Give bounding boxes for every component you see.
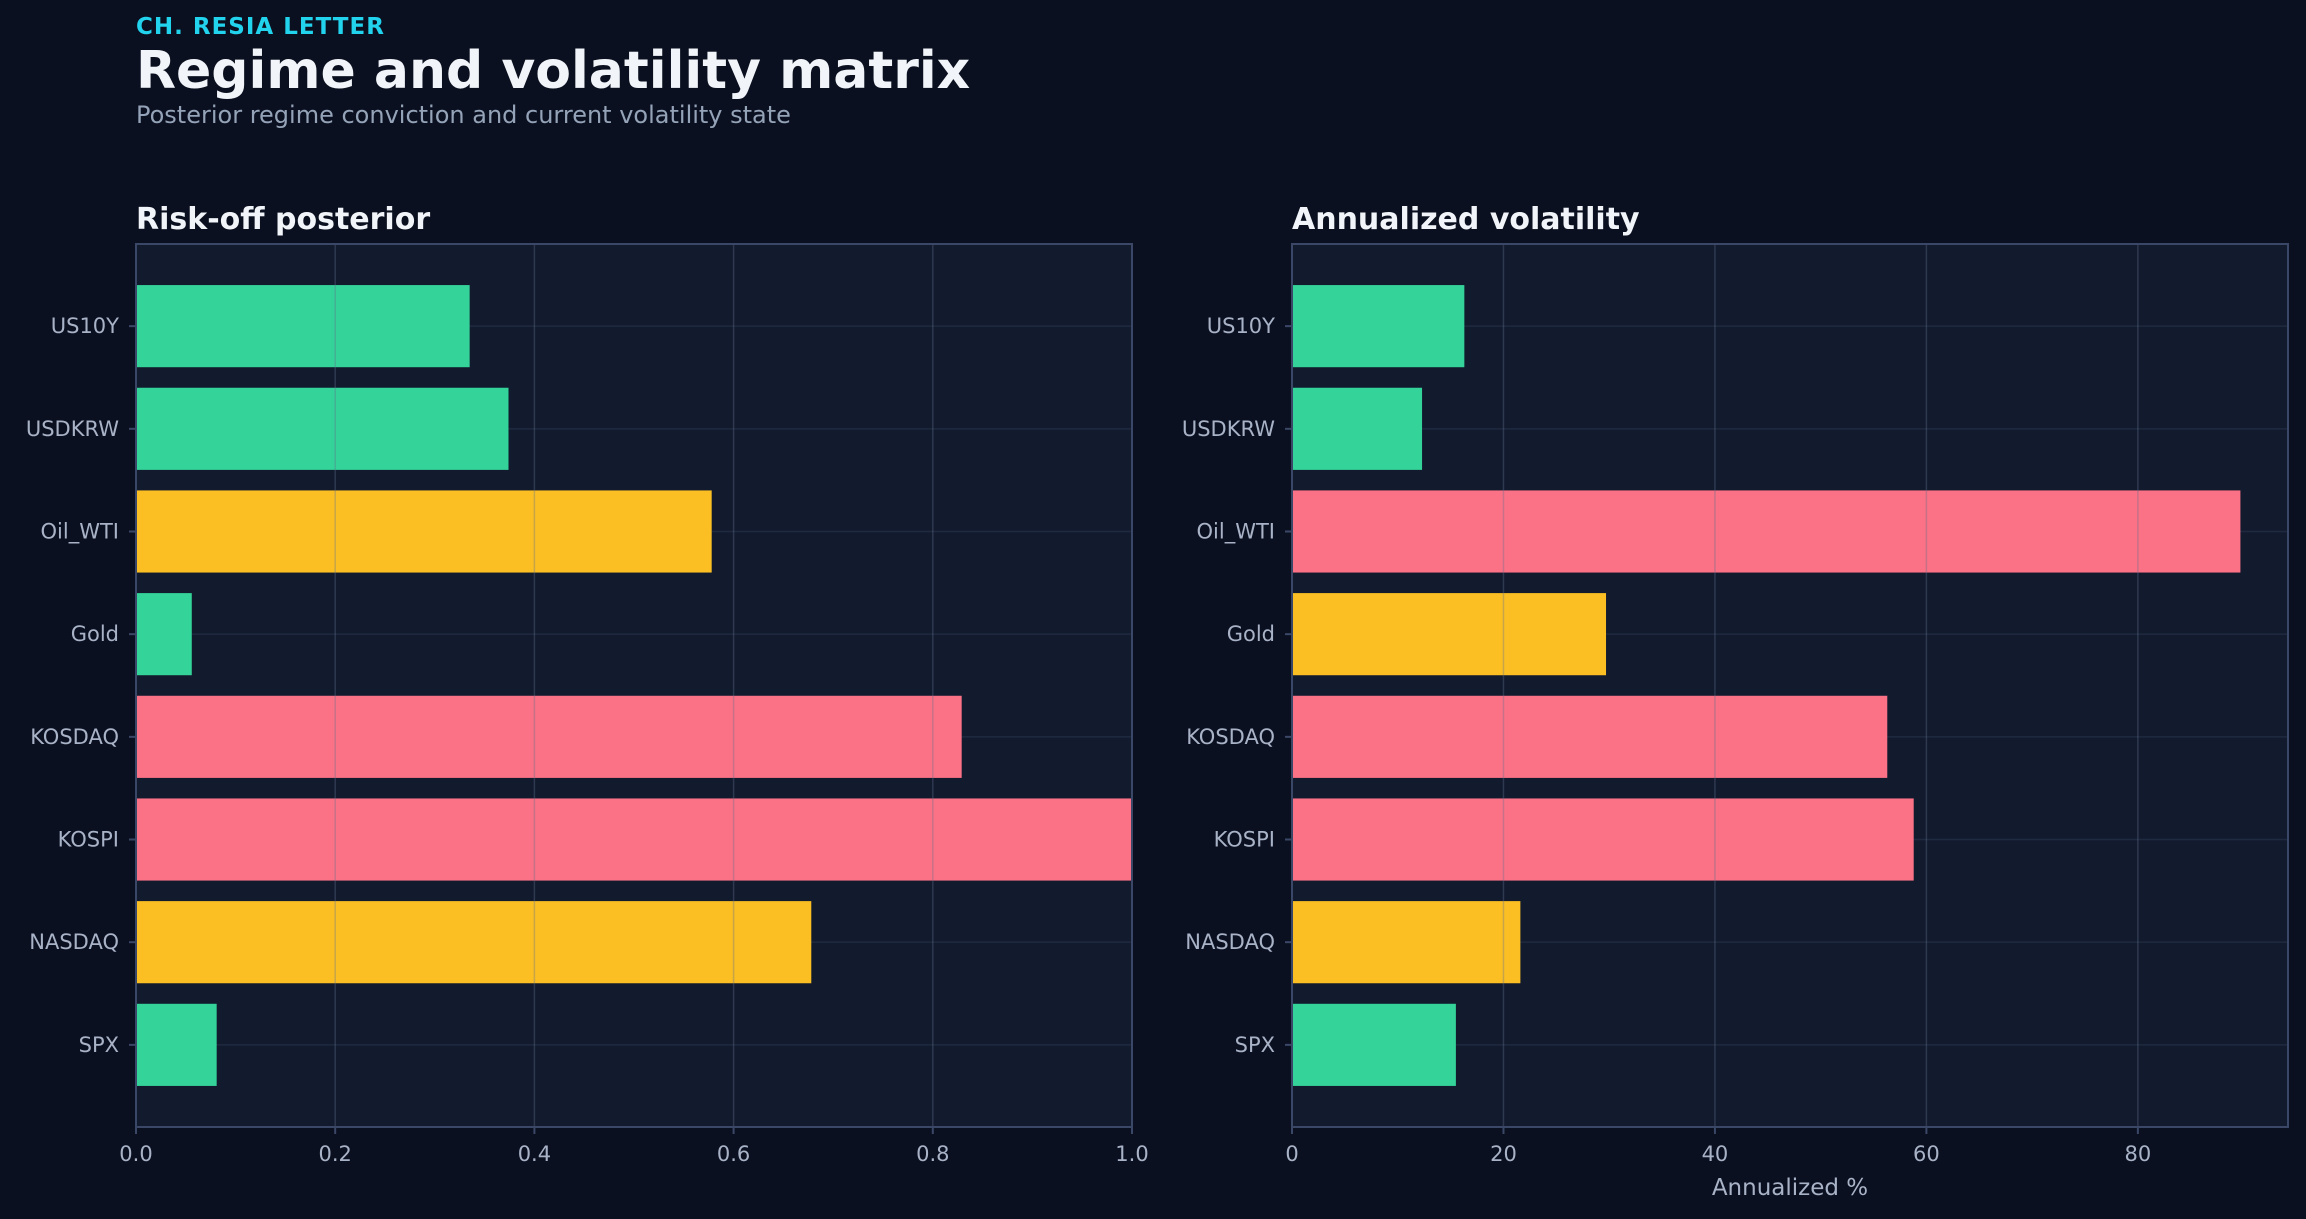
y-tick-label: Oil_WTI — [41, 519, 119, 544]
bar-kosdaq — [1292, 695, 1888, 778]
bar-oil-wti — [1292, 490, 2241, 573]
y-tick-label: NASDAQ — [29, 930, 119, 954]
volatility-chart-title: Annualized volatility — [1292, 202, 1640, 237]
y-tick-label: USDKRW — [1182, 417, 1275, 441]
x-tick-label: 0.2 — [318, 1142, 351, 1166]
y-tick-label: Gold — [1227, 622, 1275, 646]
bar-nasdaq — [1292, 901, 1521, 984]
x-tick-label: 0.4 — [518, 1142, 551, 1166]
y-tick-label: KOSDAQ — [30, 725, 119, 749]
plot-frame — [135, 243, 1133, 1128]
bar-gold — [1292, 593, 1607, 676]
bar-us10y — [136, 285, 470, 368]
x-tick-label: 0.0 — [119, 1142, 152, 1166]
y-tick-label: KOSPI — [1214, 828, 1275, 852]
y-tick-label: USDKRW — [26, 417, 119, 441]
report-eyebrow: CH. RESIA LETTER — [136, 14, 385, 40]
x-tick-label: 0.6 — [717, 1142, 750, 1166]
y-tick-label: SPX — [79, 1033, 119, 1057]
x-axis-title: Annualized % — [1712, 1175, 1868, 1201]
x-tick-label: 0.8 — [916, 1142, 949, 1166]
bar-usdkrw — [1292, 387, 1423, 470]
bar-kospi — [1292, 798, 1914, 881]
bar-oil-wti — [136, 490, 712, 573]
page-title: Regime and volatility matrix — [136, 41, 971, 101]
bar-usdkrw — [136, 387, 509, 470]
bar-spx — [136, 1003, 217, 1086]
x-tick-label: 60 — [1913, 1142, 1940, 1166]
risk-off-chart-title: Risk-off posterior — [136, 202, 431, 237]
x-tick-label: 0 — [1285, 1142, 1298, 1166]
x-tick-label: 80 — [2124, 1142, 2151, 1166]
bar-spx — [1292, 1003, 1456, 1086]
plot-area — [136, 244, 1132, 1127]
y-tick-label: KOSPI — [58, 828, 119, 852]
y-tick-label: KOSDAQ — [1186, 725, 1275, 749]
bar-kosdaq — [136, 695, 962, 778]
y-tick-label: NASDAQ — [1185, 930, 1275, 954]
bar-nasdaq — [136, 901, 812, 984]
x-tick-label: 1.0 — [1115, 1142, 1148, 1166]
page-subtitle: Posterior regime conviction and current … — [136, 101, 791, 129]
bar-gold — [136, 593, 192, 676]
y-tick-label: Gold — [71, 622, 119, 646]
y-tick-label: US10Y — [51, 314, 119, 338]
annualized-volatility-chart: US10Y USDKRW Oil_WTI Gold KOSDAQ KOSPI NASDAQ S… — [1182, 243, 2289, 1201]
x-tick-label: 40 — [1702, 1142, 1729, 1166]
x-tick-label: 20 — [1490, 1142, 1517, 1166]
risk-off-posterior-chart: US10Y USDKRW Oil_WTI Gold KOSDAQ KOSPI NASDAQ S… — [26, 243, 1149, 1166]
y-tick-label: SPX — [1235, 1033, 1275, 1057]
bar-us10y — [1292, 285, 1465, 368]
bar-kospi — [136, 798, 1132, 881]
y-tick-label: Oil_WTI — [1197, 519, 1275, 544]
plot-frame — [1291, 243, 2289, 1128]
y-tick-label: US10Y — [1207, 314, 1275, 338]
